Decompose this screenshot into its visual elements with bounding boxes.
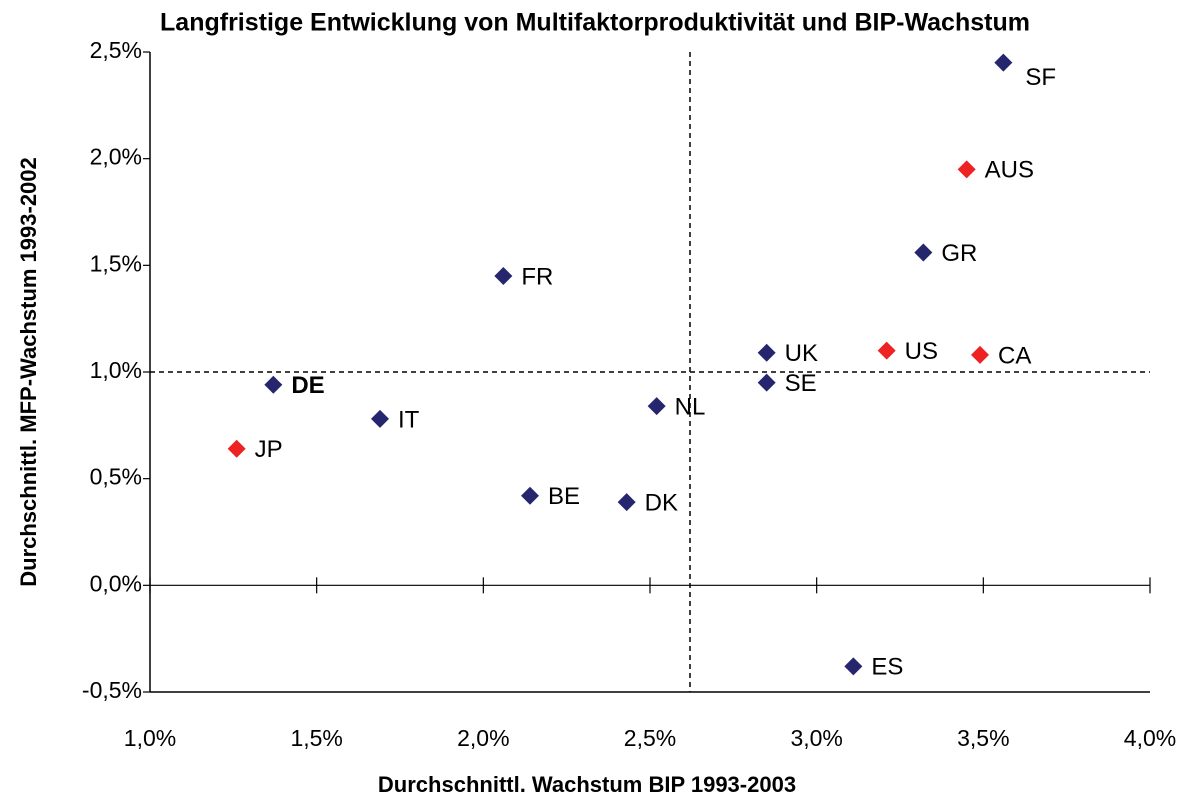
chart-title: Langfristige Entwicklung von Multifaktor…	[160, 9, 1030, 37]
point-label: GR	[941, 240, 977, 267]
x-tick-label: 2,0%	[457, 725, 509, 751]
point-label: SF	[1025, 64, 1056, 91]
x-tick-label: 2,5%	[624, 725, 676, 751]
point	[227, 439, 246, 458]
point-label: UK	[785, 340, 818, 367]
point	[494, 267, 513, 285]
y-axis-label: Durchschnittl. MFP-Wachstum 1993-2002	[16, 157, 41, 587]
point-label: JP	[255, 436, 283, 463]
point	[521, 486, 539, 505]
point-label: DK	[645, 489, 678, 516]
point	[264, 375, 283, 394]
x-tick-label: 1,5%	[290, 725, 342, 751]
point-label: AUS	[985, 157, 1034, 184]
point-label: CA	[998, 342, 1031, 369]
x-tick-label: 3,0%	[790, 725, 842, 751]
point	[617, 493, 636, 512]
point	[994, 53, 1013, 72]
x-axis-label: Durchschnittl. Wachstum BIP 1993-2003	[378, 772, 796, 797]
y-tick-label: 2,5%	[90, 37, 142, 63]
point-label: ES	[871, 654, 903, 681]
x-tick-label: 3,5%	[957, 725, 1009, 751]
point	[757, 373, 776, 392]
point-label: DE	[291, 372, 324, 399]
y-tick-label: 0,0%	[90, 570, 142, 596]
point-label: BE	[548, 483, 580, 510]
point	[971, 345, 989, 364]
y-tick-label: 2,0%	[90, 144, 142, 170]
point-label: FR	[521, 263, 553, 290]
x-tick-label: 1,0%	[124, 725, 176, 751]
y-tick-label: -0,5%	[82, 677, 142, 703]
x-tick-label: 4,0%	[1124, 725, 1176, 751]
point	[757, 343, 776, 362]
point	[647, 397, 666, 416]
point-label: IT	[398, 406, 420, 433]
point	[844, 657, 863, 676]
point	[371, 409, 389, 428]
point	[914, 243, 933, 262]
point-label: US	[905, 338, 938, 365]
y-tick-label: 0,5%	[90, 464, 142, 490]
point	[877, 341, 896, 360]
point-label: SE	[785, 370, 817, 397]
y-tick-label: 1,5%	[90, 250, 142, 276]
point-label: NL	[675, 393, 706, 420]
point	[957, 160, 976, 179]
y-tick-label: 1,0%	[90, 357, 142, 383]
